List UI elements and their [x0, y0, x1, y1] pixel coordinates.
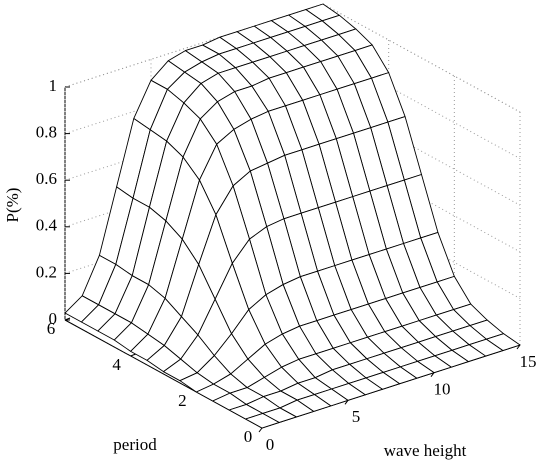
z-tick-label: 0.2 — [36, 262, 57, 281]
y-axis-label: period — [113, 435, 157, 454]
x-tick-label: 5 — [352, 407, 361, 426]
x-tick-label: 15 — [520, 352, 537, 371]
z-axis-label: P(%) — [3, 188, 22, 223]
z-tick-label: 0.6 — [36, 169, 57, 188]
x-tick — [258, 427, 263, 433]
grid-line — [322, 50, 521, 160]
y-tick-label: 0 — [244, 427, 253, 446]
grid-line — [322, 3, 521, 113]
z-tick-label: 0 — [49, 309, 58, 328]
x-axis-label: wave height — [384, 441, 467, 460]
y-tick-label: 4 — [112, 355, 121, 374]
y-tick-label: 6 — [47, 319, 56, 338]
z-tick-label: 0.4 — [36, 216, 58, 235]
y-tick — [64, 317, 71, 321]
x-tick-label: 0 — [266, 435, 275, 454]
z-tick-label: 0.8 — [36, 123, 57, 142]
surface-patch — [245, 413, 280, 429]
z-tick-label: 1 — [49, 76, 58, 95]
y-tick-label: 2 — [178, 391, 187, 410]
grid-line — [322, 96, 521, 206]
x-tick-label: 10 — [434, 380, 451, 399]
y-tick — [130, 353, 136, 357]
